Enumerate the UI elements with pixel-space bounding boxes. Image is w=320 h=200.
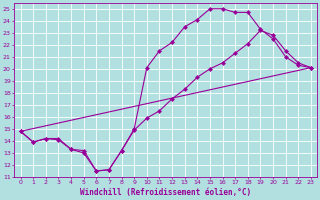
X-axis label: Windchill (Refroidissement éolien,°C): Windchill (Refroidissement éolien,°C) xyxy=(80,188,251,197)
